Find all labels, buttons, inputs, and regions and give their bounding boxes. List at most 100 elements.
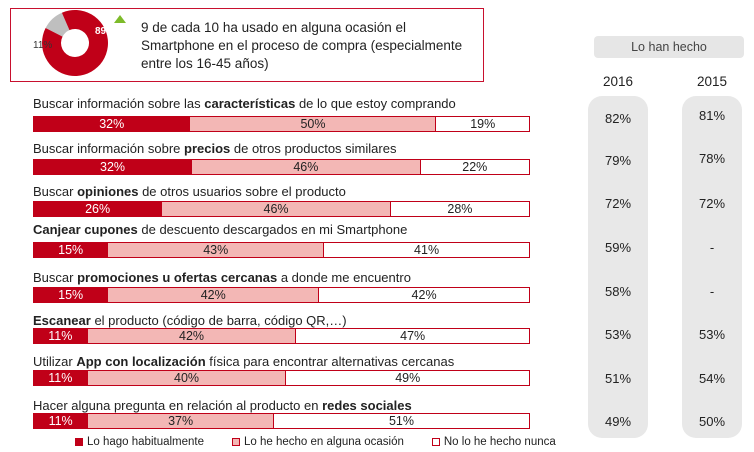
bar-segment-nunca: 19% [436, 116, 530, 132]
legend-swatch [232, 438, 241, 446]
category-label: Buscar opiniones de otros usuarios sobre… [33, 184, 346, 199]
legend-swatch [431, 438, 440, 446]
bar-segment-nunca: 51% [273, 413, 530, 429]
category-label: Escanear el producto (código de barra, c… [33, 313, 347, 328]
category-label-emphasis: App con localización [76, 354, 206, 369]
category-label-text: Utilizar [33, 354, 77, 369]
callout-box: 9 de cada 10 ha usado en alguna ocasión … [10, 8, 484, 82]
donut-slice-primary [41, 10, 108, 77]
bar-segment-habitual: 15% [33, 287, 109, 303]
category-label-emphasis: precios [184, 141, 231, 156]
pct-2016: 59% [604, 240, 632, 255]
pct-2016: 72% [604, 196, 632, 211]
stacked-bar: 32% 46% 22% [33, 159, 530, 175]
bar-segment-habitual: 11% [33, 328, 88, 344]
legend-swatch [75, 438, 83, 446]
legend: Lo hago habitualmente Lo he hecho en algu… [75, 436, 584, 448]
donut-primary-label: 89% [95, 26, 115, 37]
pct-2016: 53% [604, 327, 632, 342]
donut-chart: 89% 11% [33, 10, 126, 77]
category-label: Buscar información sobre precios de otro… [33, 141, 396, 156]
stacked-bar: 15% 42% 42% [33, 287, 530, 303]
bar-segment-ocasional: 42% [87, 328, 297, 344]
category-label-text: física para encontrar alternativas cerca… [205, 354, 455, 369]
year-2015-label: 2015 [696, 74, 728, 89]
up-arrow-icon [114, 15, 126, 23]
donut-slice-secondary [45, 12, 70, 37]
pct-2015: 53% [698, 327, 726, 342]
category-label: Buscar promociones u ofertas cercanas a … [33, 270, 411, 285]
pct-2015: 78% [698, 151, 726, 166]
bar-segment-ocasional: 37% [88, 413, 274, 429]
pct-2015: 50% [698, 414, 726, 429]
bar-segment-ocasional: 40% [87, 370, 287, 386]
bar-segment-nunca: 22% [420, 159, 530, 175]
lo-han-hecho-header: Lo han hecho [594, 36, 744, 58]
category-label: Utilizar App con localización física par… [33, 354, 454, 369]
category-label-emphasis: opiniones [77, 184, 139, 199]
pct-2015: 54% [698, 371, 726, 386]
stacked-bar: 11% 40% 49% [33, 370, 530, 386]
category-label-text: Hacer alguna pregunta en relación al pro… [33, 398, 323, 413]
pct-2016: 58% [604, 284, 632, 299]
stacked-bar: 11% 37% 51% [33, 413, 530, 429]
bar-segment-habitual: 11% [33, 413, 89, 429]
stacked-bar: 32% 50% 19% [33, 116, 530, 132]
pct-2016: 49% [604, 414, 632, 429]
category-label-emphasis: promociones u ofertas cercanas [77, 270, 278, 285]
bar-segment-nunca: 49% [286, 370, 530, 386]
bar-segment-ocasional: 46% [192, 159, 421, 175]
category-label: Canjear cupones de descuento descargados… [33, 222, 407, 237]
year-2016-label: 2016 [602, 74, 634, 89]
bar-segment-habitual: 11% [33, 370, 88, 386]
bar-segment-habitual: 32% [33, 159, 193, 175]
category-label-emphasis: Canjear cupones [33, 222, 138, 237]
legend-label: No lo he hecho nunca [443, 436, 556, 448]
stacked-bar: 11% 42% 47% [33, 328, 530, 344]
bar-segment-ocasional: 43% [108, 242, 325, 258]
pct-2015: 81% [698, 108, 726, 123]
pct-2015: - [709, 240, 715, 255]
category-label-text: Buscar [33, 184, 78, 199]
bar-segment-nunca: 47% [296, 328, 530, 344]
bar-segment-nunca: 28% [390, 201, 530, 217]
category-label-text: de otros productos similares [230, 141, 397, 156]
category-label-text: Buscar información sobre las [33, 96, 205, 111]
category-label-text: el producto (código de barra, código QR,… [90, 313, 347, 328]
category-label-emphasis: características [204, 96, 296, 111]
category-label: Buscar información sobre las característ… [33, 96, 456, 111]
legend-item: Lo hago habitualmente [75, 436, 204, 448]
pct-2016: 82% [604, 111, 632, 126]
legend-item: Lo he hecho en alguna ocasión [232, 436, 404, 448]
category-label-text: Buscar información sobre [33, 141, 185, 156]
category-label: Hacer alguna pregunta en relación al pro… [33, 398, 412, 413]
legend-label: Lo he hecho en alguna ocasión [244, 436, 404, 448]
pct-2015: - [709, 284, 715, 299]
category-label-text: Buscar [33, 270, 78, 285]
pct-2016: 79% [604, 153, 632, 168]
pct-2016: 51% [604, 371, 632, 386]
bar-segment-habitual: 26% [33, 201, 163, 217]
bar-segment-habitual: 15% [33, 242, 109, 258]
bar-segment-habitual: 32% [33, 116, 191, 132]
category-label-text: de descuento descargados en mi Smartphon… [137, 222, 408, 237]
pct-2015: 72% [698, 196, 726, 211]
donut-secondary-label: 11% [33, 40, 52, 51]
stacked-bar: 26% 46% 28% [33, 201, 530, 217]
bar-segment-ocasional: 46% [162, 201, 391, 217]
legend-item: No lo he hecho nunca [431, 436, 556, 448]
category-label-text: de otros usuarios sobre el producto [138, 184, 346, 199]
callout-text: 9 de cada 10 ha usado en alguna ocasión … [141, 20, 463, 71]
bar-segment-ocasional: 50% [190, 116, 437, 132]
category-label-emphasis: redes sociales [322, 398, 412, 413]
category-label-text: a donde me encuentro [277, 270, 411, 285]
category-label-emphasis: Escanear [33, 313, 91, 328]
column-2015-background [682, 96, 742, 438]
category-label-text: de lo que estoy comprando [295, 96, 456, 111]
bar-segment-ocasional: 42% [108, 287, 320, 303]
bar-segment-nunca: 42% [319, 287, 530, 303]
column-2016-background [588, 96, 648, 438]
legend-label: Lo hago habitualmente [87, 436, 205, 448]
stacked-bar: 15% 43% 41% [33, 242, 530, 258]
bar-segment-nunca: 41% [324, 242, 530, 258]
